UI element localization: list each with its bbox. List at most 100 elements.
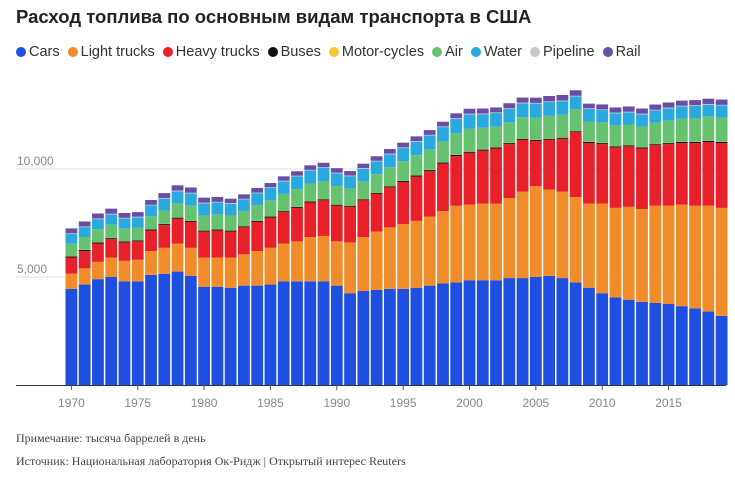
bar-air: 1973 Air: 610 bbox=[105, 224, 118, 238]
legend-item-water: Water bbox=[470, 44, 522, 60]
legend-swatch bbox=[602, 47, 613, 57]
bar-light-trucks: 1977 Light trucks: 1200 bbox=[158, 247, 171, 274]
bar-water: 1981 Water: 550 bbox=[211, 202, 224, 215]
bar-light-trucks: 1971 Light trucks: 750 bbox=[78, 268, 91, 285]
bar-rail: 1997 Rail: 220 bbox=[423, 130, 436, 135]
bar-pipeline: 1996 Pipeline: 30 bbox=[410, 141, 423, 142]
bar-heavy-trucks: 2002 Heavy trucks: 2550 bbox=[490, 148, 502, 204]
bar-light-trucks: 2017 Light trucks: 4750 bbox=[689, 205, 701, 309]
bar-pipeline: 2009 Pipeline: 30 bbox=[583, 108, 595, 109]
bar-pipeline: 1990 Pipeline: 30 bbox=[330, 172, 343, 174]
bar-rail: 1985 Rail: 200 bbox=[264, 183, 277, 188]
bar-buses: 1989 Buses: 50 bbox=[317, 199, 330, 201]
bar-pipeline: 2014 Pipeline: 30 bbox=[649, 109, 662, 111]
bar-light-trucks: 1976 Light trucks: 1100 bbox=[145, 251, 157, 275]
bar-light-trucks: 1999 Light trucks: 3550 bbox=[450, 205, 463, 283]
bar-buses: 1985 Buses: 50 bbox=[264, 216, 277, 218]
bar-heavy-trucks: 2005 Heavy trucks: 2100 bbox=[529, 140, 542, 187]
bar-light-trucks: 1998 Light trucks: 3350 bbox=[437, 211, 449, 284]
legend-label: Cars bbox=[29, 44, 60, 60]
bar-pipeline: 2013 Pipeline: 30 bbox=[636, 113, 648, 115]
bar-cars: 1986 Cars: 4800 bbox=[277, 281, 290, 385]
bar-light-trucks: 1970 Light trucks: 700 bbox=[65, 273, 78, 289]
bar-cars: 1975 Cars: 4800 bbox=[131, 281, 144, 385]
bar-air: 2002 Air: 960 bbox=[490, 126, 502, 148]
bar-buses: 2017 Buses: 50 bbox=[689, 142, 701, 144]
bar-heavy-trucks: 1999 Heavy trucks: 2300 bbox=[450, 156, 463, 206]
bar-buses: 1988 Buses: 50 bbox=[304, 201, 317, 203]
bar-light-trucks: 2016 Light trucks: 4700 bbox=[675, 204, 688, 307]
legend-item-rail: Rail bbox=[602, 44, 641, 60]
bar-rail: 2012 Rail: 245 bbox=[622, 106, 635, 112]
bar-pipeline: 1983 Pipeline: 30 bbox=[238, 198, 250, 200]
bar-heavy-trucks: 2015 Heavy trucks: 2850 bbox=[662, 144, 675, 206]
bar-air: 2010 Air: 950 bbox=[596, 122, 609, 143]
bar-pipeline: 1975 Pipeline: 30 bbox=[131, 216, 144, 218]
legend-item-air: Air bbox=[432, 44, 463, 60]
bar-cars: 1994 Cars: 4450 bbox=[383, 288, 396, 385]
bar-buses: 2006 Buses: 50 bbox=[543, 138, 556, 140]
bar-cars: 2004 Cars: 4950 bbox=[516, 278, 529, 385]
bar-heavy-trucks: 1984 Heavy trucks: 1350 bbox=[251, 221, 264, 252]
bar-cars: 2009 Cars: 4500 bbox=[583, 287, 595, 385]
bar-cars: 2013 Cars: 3850 bbox=[636, 301, 648, 385]
legend-label: Air bbox=[445, 44, 463, 60]
bar-air: 1974 Air: 580 bbox=[118, 228, 131, 242]
bar-water: 1972 Water: 470 bbox=[92, 219, 104, 230]
bar-light-trucks: 1996 Light trucks: 3100 bbox=[410, 220, 423, 288]
bar-light-trucks: 1985 Light trucks: 1700 bbox=[264, 247, 277, 285]
bar-water: 1993 Water: 590 bbox=[370, 161, 383, 175]
bar-pipeline: 1987 Pipeline: 30 bbox=[291, 175, 303, 177]
bar-pipeline: 2016 Pipeline: 30 bbox=[675, 105, 688, 107]
bar-air: 1999 Air: 1000 bbox=[450, 133, 463, 155]
legend-label: Rail bbox=[615, 44, 641, 60]
bar-water: 2016 Water: 570 bbox=[675, 106, 688, 119]
bar-rail: 1978 Rail: 245 bbox=[171, 185, 184, 191]
bar-water: 1994 Water: 600 bbox=[383, 154, 396, 168]
bar-rail: 1989 Rail: 210 bbox=[317, 162, 330, 168]
legend-swatch bbox=[432, 47, 443, 57]
bar-water: 2000 Water: 670 bbox=[463, 114, 476, 129]
bar-heavy-trucks: 1979 Heavy trucks: 1200 bbox=[184, 221, 197, 248]
bar-cars: 1970 Cars: 4450 bbox=[65, 288, 78, 385]
bar-water: 2018 Water: 560 bbox=[702, 104, 715, 117]
bar-water: 1995 Water: 610 bbox=[397, 148, 410, 162]
bar-pipeline: 1974 Pipeline: 30 bbox=[118, 217, 131, 219]
bar-heavy-trucks: 1976 Heavy trucks: 950 bbox=[145, 230, 157, 252]
bar-water: 1970 Water: 450 bbox=[65, 234, 78, 244]
bar-light-trucks: 1981 Light trucks: 1350 bbox=[211, 257, 224, 287]
bar-pipeline: 2008 Pipeline: 30 bbox=[569, 95, 582, 97]
bar-air: 1970 Air: 580 bbox=[65, 243, 78, 257]
bar-air: 2007 Air: 1050 bbox=[556, 114, 569, 138]
bar-heavy-trucks: 2007 Heavy trucks: 2450 bbox=[556, 138, 569, 192]
bar-water: 2006 Water: 640 bbox=[543, 102, 556, 116]
bar-pipeline: 2002 Pipeline: 30 bbox=[490, 112, 502, 114]
bar-air: 1993 Air: 850 bbox=[370, 174, 383, 193]
bar-buses: 1992 Buses: 50 bbox=[357, 199, 370, 201]
bar-air: 2003 Air: 950 bbox=[503, 122, 516, 143]
bar-pipeline: 1980 Pipeline: 30 bbox=[198, 202, 210, 204]
bar-cars: 1997 Cars: 4600 bbox=[423, 285, 436, 385]
bar-light-trucks: 1993 Light trucks: 2700 bbox=[370, 231, 383, 290]
bar-air: 1986 Air: 790 bbox=[277, 193, 290, 211]
bar-pipeline: 1976 Pipeline: 30 bbox=[145, 204, 157, 206]
bar-pipeline: 2010 Pipeline: 30 bbox=[596, 109, 609, 111]
bar-air: 1991 Air: 790 bbox=[344, 188, 356, 206]
chart-title: Расход топлива по основным видам транспо… bbox=[16, 6, 532, 27]
bar-pipeline: 1985 Pipeline: 30 bbox=[264, 187, 277, 189]
bar-light-trucks: 1978 Light trucks: 1300 bbox=[171, 243, 184, 272]
bar-water: 1982 Water: 540 bbox=[224, 203, 237, 216]
bar-pipeline: 1971 Pipeline: 30 bbox=[78, 226, 91, 228]
bar-water: 1978 Water: 560 bbox=[171, 191, 184, 204]
bar-rail: 2014 Rail: 245 bbox=[649, 104, 662, 110]
bar-heavy-trucks: 1983 Heavy trucks: 1250 bbox=[238, 227, 250, 255]
bar-rail: 1977 Rail: 235 bbox=[158, 193, 171, 199]
bar-water: 1988 Water: 600 bbox=[304, 170, 317, 184]
bar-cars: 2015 Cars: 3750 bbox=[662, 304, 675, 385]
bar-buses: 1984 Buses: 50 bbox=[251, 220, 264, 222]
bar-light-trucks: 2005 Light trucks: 4200 bbox=[529, 186, 542, 277]
bar-pipeline: 1999 Pipeline: 30 bbox=[450, 118, 463, 119]
bar-light-trucks: 1992 Light trucks: 2500 bbox=[357, 237, 370, 292]
bar-water: 2003 Water: 620 bbox=[503, 108, 516, 123]
bar-buses: 1974 Buses: 50 bbox=[118, 241, 131, 243]
